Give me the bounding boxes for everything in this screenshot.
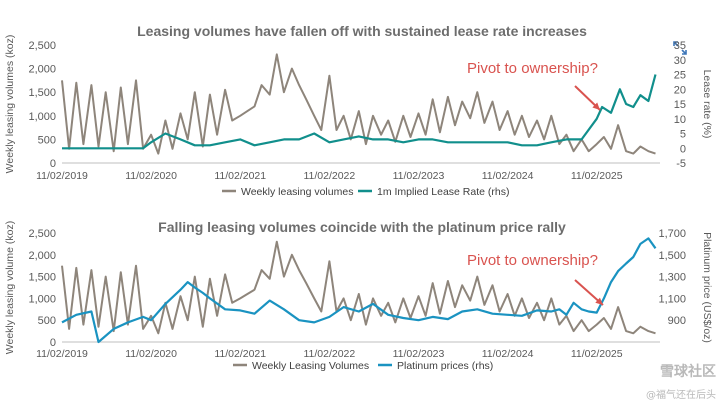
y2-tick-label: 20 — [674, 84, 686, 96]
x-tick-label: 11/02/2019 — [36, 348, 88, 360]
watermark-logo: 雪球社区 — [660, 364, 716, 380]
x-tick-label: 11/02/2025 — [571, 170, 623, 182]
y-tick-label: 2,500 — [28, 228, 56, 240]
x-tick-label: 11/02/2022 — [303, 348, 355, 360]
y-tick-label: 2,500 — [28, 40, 56, 52]
y2-tick-label: 1,500 — [658, 250, 686, 262]
y2-tick-label: 35 — [674, 40, 686, 52]
y2-tick-label: 30 — [674, 55, 686, 67]
annotation-text: Pivot to ownership? — [467, 252, 598, 269]
y2-tick-label: 1,100 — [658, 293, 686, 305]
legend-label: Platinum prices (rhs) — [397, 360, 493, 372]
y-tick-label: 2,000 — [28, 250, 56, 262]
legend-label: Weekly leasing volumes — [241, 186, 353, 198]
y2-tick-label: -5 — [676, 158, 686, 170]
y-axis-title: Weekly leasing volumes (koz) — [4, 35, 16, 174]
legend-label: 1m Implied Lease Rate (rhs) — [377, 186, 509, 198]
y2-tick-label: 5 — [680, 129, 686, 141]
y2-tick-label: 0 — [680, 143, 686, 155]
x-tick-label: 11/02/2024 — [482, 348, 534, 360]
y2-tick-label: 1,700 — [658, 228, 686, 240]
y2-axis-title: Lease rate (%) — [701, 70, 713, 139]
annotation-arrowhead — [592, 102, 600, 110]
volume-series-line — [61, 240, 656, 335]
y-tick-label: 1,000 — [28, 111, 56, 123]
y-tick-label: 1,500 — [28, 272, 56, 284]
y2-axis-title: Platinum price (US$/oz) — [701, 232, 713, 343]
x-tick-label: 11/02/2020 — [125, 170, 177, 182]
x-tick-label: 11/02/2023 — [393, 348, 445, 360]
y-tick-label: 0 — [50, 158, 56, 170]
watermark-handle: @福气还在后头 — [646, 390, 716, 401]
y2-tick-label: 1,300 — [658, 272, 686, 284]
volume-series-line — [61, 53, 656, 155]
x-tick-label: 11/02/2025 — [571, 348, 623, 360]
x-tick-label: 11/02/2022 — [303, 170, 355, 182]
x-tick-label: 11/02/2024 — [482, 170, 534, 182]
y2-tick-label: 25 — [674, 70, 686, 82]
chart-1-title: Leasing volumes have fallen off with sus… — [137, 23, 587, 39]
y-tick-label: 500 — [38, 315, 56, 327]
y2-tick-label: 900 — [668, 315, 686, 327]
legend-label: Weekly Leasing Volumes — [252, 360, 369, 372]
x-tick-label: 11/02/2023 — [393, 170, 445, 182]
x-tick-label: 11/02/2020 — [125, 348, 177, 360]
lease-rate-series-line — [62, 74, 657, 150]
y-tick-label: 500 — [38, 134, 56, 146]
x-tick-label: 11/02/2021 — [214, 348, 266, 360]
x-tick-label: 11/02/2019 — [36, 170, 88, 182]
platinum-price-series-line — [61, 237, 657, 344]
y-tick-label: 0 — [50, 337, 56, 349]
y-tick-label: 2,000 — [28, 64, 56, 76]
y2-tick-label: 15 — [674, 99, 686, 111]
annotation-arrowhead — [595, 297, 603, 305]
y2-tick-label: 10 — [674, 114, 686, 126]
y-axis-title: Weekly leasing volume (koz) — [4, 221, 16, 354]
x-tick-label: 11/02/2021 — [214, 170, 266, 182]
expand-icon[interactable] — [672, 40, 688, 56]
y-tick-label: 1,500 — [28, 87, 56, 99]
annotation-text: Pivot to ownership? — [467, 60, 598, 77]
y-tick-label: 1,000 — [28, 293, 56, 305]
chart-2-title: Falling leasing volumes coincide with th… — [158, 219, 566, 235]
